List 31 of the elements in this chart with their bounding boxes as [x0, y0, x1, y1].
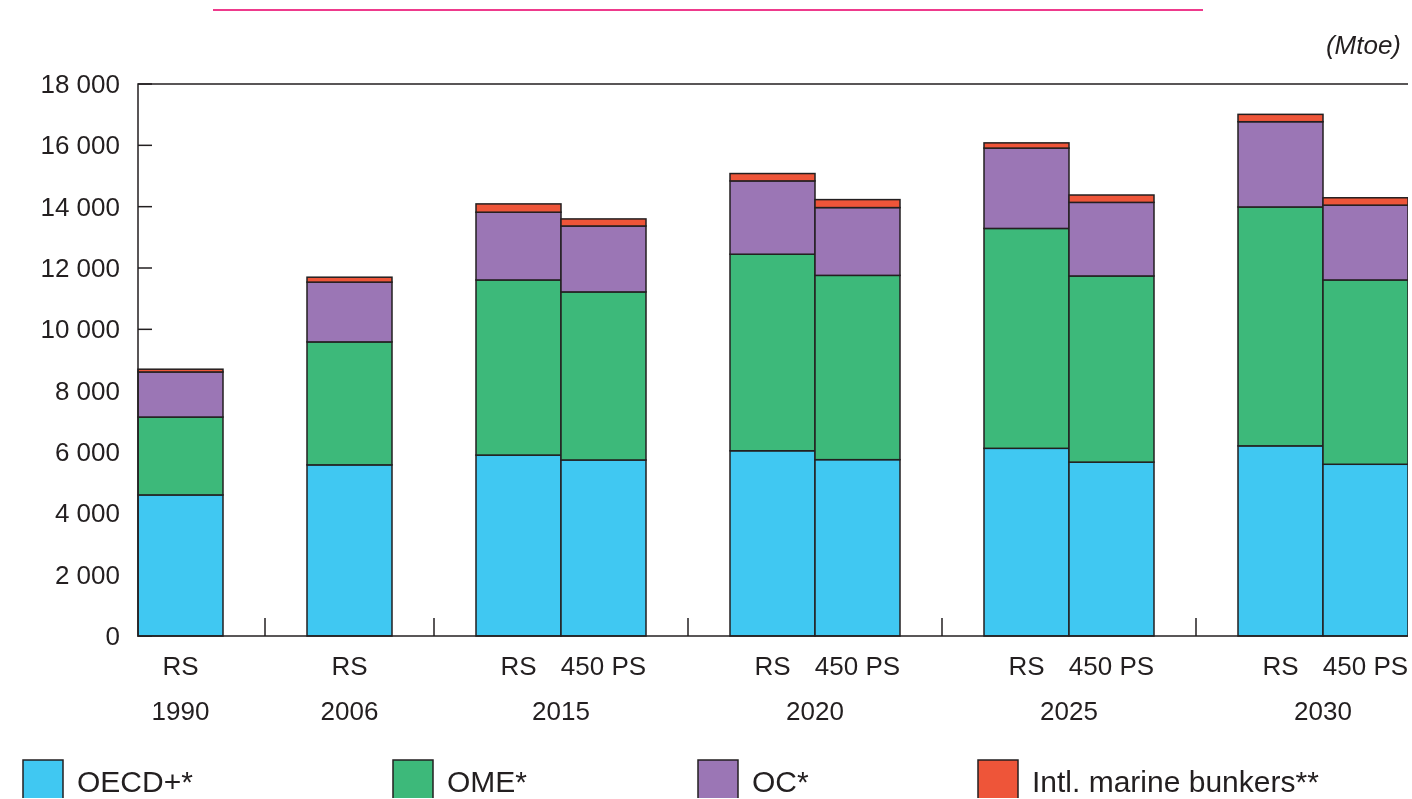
y-tick-label: 10 000 — [40, 314, 120, 345]
legend-label: Intl. marine bunkers** — [1032, 764, 1320, 798]
x-tick-label: 450 PS — [1322, 651, 1409, 681]
y-tick-label: 18 000 — [40, 69, 120, 100]
x-tick-label: RS — [1262, 651, 1299, 681]
x-tick-label: RS — [754, 651, 791, 681]
x-tick-label: RS — [162, 651, 199, 681]
x-tick-label: RS — [331, 651, 368, 681]
text: 2020 — [786, 696, 844, 726]
legend-label: OECD+* — [77, 764, 194, 798]
x-tick-label: 450 PS — [814, 651, 901, 681]
y-axis-title: (Mtoe) — [1325, 30, 1401, 60]
text: 2025 — [1040, 696, 1098, 726]
x-tick-label: RS — [500, 651, 537, 681]
text: 2030 — [1294, 696, 1352, 726]
y-tick-label: 8 000 — [54, 375, 120, 406]
text: 1990 — [151, 696, 210, 726]
text: 2006 — [320, 696, 379, 726]
x-tick-label: 450 PS — [1068, 651, 1155, 681]
y-tick-label: 16 000 — [40, 130, 120, 161]
y-tick-label: 14 000 — [40, 191, 120, 222]
legend-label: OC* — [752, 764, 809, 798]
text: 2015 — [532, 696, 590, 726]
x-tick-label: 450 PS — [560, 651, 647, 681]
y-tick-label: 12 000 — [40, 253, 120, 284]
y-tick-label: 2 000 — [54, 559, 120, 590]
y-tick-label: 0 — [105, 621, 120, 652]
legend-label: OME* — [447, 764, 528, 798]
x-tick-label: RS — [1008, 651, 1045, 681]
y-tick-label: 6 000 — [54, 437, 120, 468]
y-tick-label: 4 000 — [54, 498, 120, 529]
